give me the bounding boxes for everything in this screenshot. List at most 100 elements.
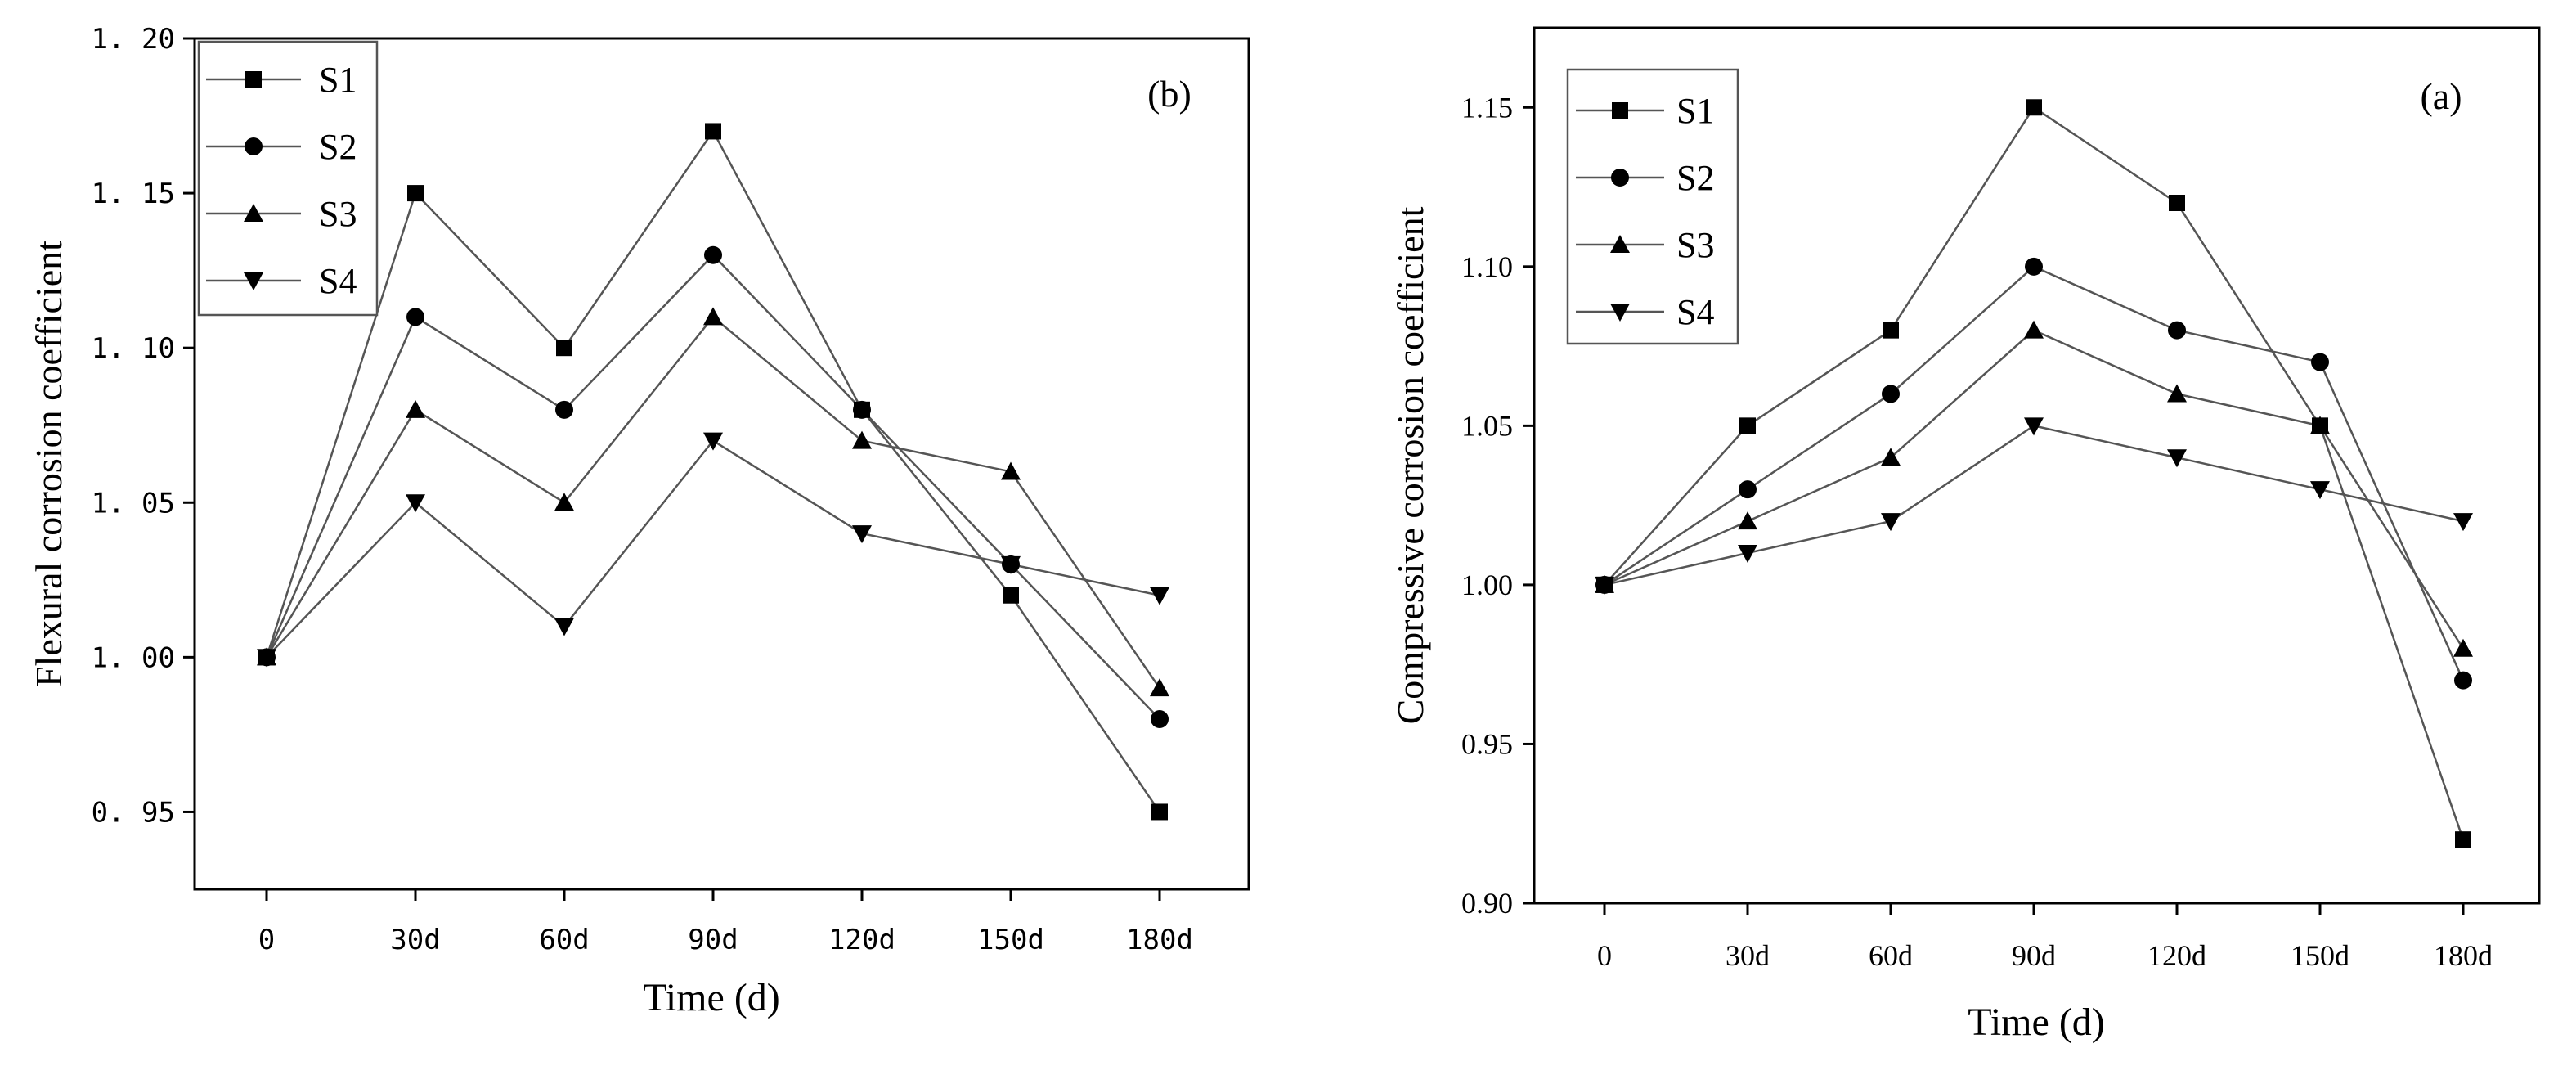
data-point-s2 <box>2454 671 2472 690</box>
data-point-s2 <box>2311 353 2329 371</box>
data-point-s3 <box>2167 384 2187 403</box>
data-point-s4 <box>2453 513 2473 532</box>
data-point-s4 <box>1595 576 1614 595</box>
legend-marker-s1 <box>245 71 262 88</box>
data-point-s1 <box>1151 803 1168 821</box>
y-tick-label: 0.95 <box>1461 727 1513 760</box>
legend-label-s2: S2 <box>1676 158 1714 198</box>
legend-box <box>1566 68 1739 345</box>
series-line-s4 <box>266 439 1160 659</box>
legend-box <box>197 40 379 317</box>
legend-label-s3: S3 <box>319 194 357 234</box>
x-tick-label: 90d <box>2012 939 2056 972</box>
y-tick-label: 1. 15 <box>92 178 175 210</box>
x-tick-label: 120d <box>828 924 895 956</box>
legend-label-s1: S1 <box>319 60 357 100</box>
y-tick-label: 1. 10 <box>92 332 175 365</box>
x-tick-label: 60d <box>1869 939 1913 972</box>
data-point-s2 <box>406 308 424 326</box>
data-point-s3 <box>1150 678 1169 697</box>
data-point-s4 <box>2024 417 2044 436</box>
x-tick-label: 180d <box>2434 939 2493 972</box>
series-line-s1 <box>265 129 1161 813</box>
y-tick-label: 1.00 <box>1461 569 1513 601</box>
y-axis-label: Flexural corrosion coefficient <box>28 241 70 687</box>
data-point-s3 <box>1001 461 1021 480</box>
legend-marker-s2 <box>245 137 263 155</box>
x-tick-label: 30d <box>1726 939 1770 972</box>
x-tick-label: 60d <box>539 924 589 956</box>
data-point-s4 <box>406 494 425 513</box>
y-tick-label: 1. 00 <box>92 641 175 674</box>
plot-area-frame <box>1533 26 2541 905</box>
flexural-chart-panel: 0. 95 1. 00 1. 05 1. 10 1. 15 1. 20 0 30d 60d 90d… <box>28 23 1250 1019</box>
data-point-s1 <box>705 123 721 140</box>
data-point-s3 <box>703 307 723 326</box>
data-point-s4 <box>554 618 574 636</box>
data-point-s4 <box>2167 449 2187 468</box>
legend-marker-s1 <box>1612 102 1628 119</box>
x-tick-label: 180d <box>1126 924 1193 956</box>
data-point-s4 <box>1881 513 1901 532</box>
x-axis-label: Time (d) <box>1968 1001 2105 1044</box>
x-tick-label: 0 <box>1597 939 1612 972</box>
data-point-s2 <box>1151 710 1169 728</box>
y-axis-label: Compressive corrosion coefficient <box>1389 206 1431 724</box>
data-point-s4 <box>1150 587 1169 605</box>
data-point-s1 <box>2455 831 2471 848</box>
data-point-s4 <box>2310 481 2330 500</box>
x-tick-label: 30d <box>390 924 440 956</box>
y-tick-label: 1.15 <box>1461 91 1513 124</box>
data-point-s2 <box>1882 385 1900 403</box>
panel-label: (a) <box>2420 75 2462 117</box>
legend-label-s4: S4 <box>319 261 357 301</box>
series-line-s3 <box>1604 329 2465 650</box>
data-point-s3 <box>406 399 425 418</box>
legend-marker-s3 <box>244 204 263 222</box>
legend-marker-s3 <box>1610 235 1630 253</box>
legend-label-s3: S3 <box>1676 225 1714 265</box>
data-point-s3 <box>2310 416 2330 434</box>
x-tick-label: 150d <box>977 924 1044 956</box>
data-point-s2 <box>2168 321 2186 340</box>
y-tick-label: 1.10 <box>1461 250 1513 283</box>
data-point-s1 <box>2026 99 2042 116</box>
data-point-s1 <box>556 340 572 357</box>
panel-label: (b) <box>1147 73 1192 115</box>
y-tick-label: 0. 95 <box>92 796 175 829</box>
data-point-s2 <box>1739 480 1757 499</box>
compressive-chart-panel: 0.90 0.95 1.00 1.05 1.10 1.15 0 30d 60d 90d 120d 15… <box>1288 0 2576 1075</box>
x-axis-label: Time (d) <box>643 976 780 1019</box>
data-point-s2 <box>555 400 573 419</box>
data-point-s3 <box>1881 448 1901 466</box>
legend-marker-s4 <box>244 272 263 290</box>
data-point-s4 <box>257 649 276 668</box>
compressive-chart: 0.90 0.95 1.00 1.05 1.10 1.15 0 30d 60d 90d 120d 15… <box>1389 26 2541 1044</box>
y-tick-label: 0.90 <box>1461 887 1513 920</box>
legend-marker-s4 <box>1610 304 1630 322</box>
legend-label-s1: S1 <box>1676 91 1714 131</box>
legend-label-s2: S2 <box>319 127 357 167</box>
data-point-s3 <box>1738 511 1757 530</box>
data-point-s3 <box>852 430 872 449</box>
data-point-s4 <box>1001 555 1021 574</box>
data-point-s4 <box>852 525 872 544</box>
data-point-s1 <box>407 185 424 202</box>
data-point-s4 <box>703 432 723 451</box>
x-tick-label: 150d <box>2291 939 2349 972</box>
legend-marker-s2 <box>1611 169 1629 187</box>
plot-area-frame <box>193 37 1250 891</box>
data-point-s1 <box>2169 195 2185 211</box>
x-tick-label: 90d <box>688 924 738 956</box>
flexural-chart: 0. 95 1. 00 1. 05 1. 10 1. 15 1. 20 0 30d 60d 90d… <box>28 23 1250 1019</box>
data-point-s2 <box>853 400 871 419</box>
y-tick-label: 1.05 <box>1461 409 1513 442</box>
data-point-s2 <box>2025 257 2043 276</box>
data-point-s2 <box>704 245 722 264</box>
legend-label-s4: S4 <box>1676 292 1714 332</box>
y-tick-label: 1. 20 <box>92 23 175 56</box>
data-point-s1 <box>1003 587 1019 604</box>
data-point-s4 <box>1738 545 1757 563</box>
data-point-s3 <box>2024 320 2044 339</box>
y-tick-label: 1. 05 <box>92 487 175 520</box>
